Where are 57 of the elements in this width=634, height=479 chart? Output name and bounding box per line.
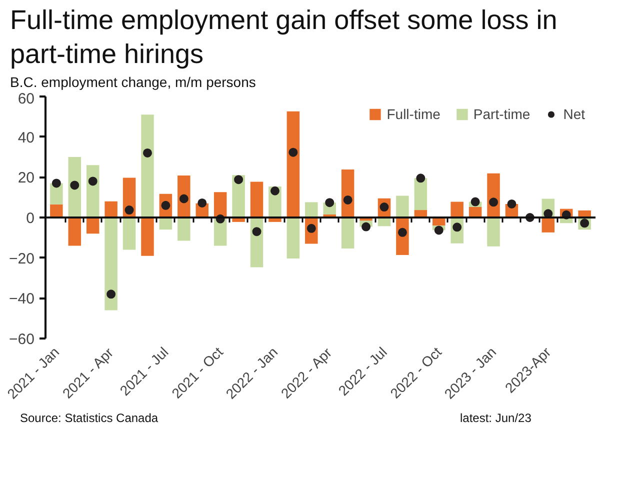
bar	[286, 217, 300, 258]
point	[70, 180, 80, 190]
point	[179, 194, 188, 203]
point	[362, 222, 371, 231]
y-tick-label: 40	[18, 128, 35, 146]
bar	[487, 217, 500, 246]
bar	[250, 181, 264, 217]
point	[343, 194, 352, 204]
point	[434, 225, 444, 234]
bar	[214, 192, 227, 217]
point	[270, 186, 280, 195]
point	[142, 148, 152, 157]
bar	[305, 202, 318, 217]
bar	[50, 204, 63, 217]
y-tick-label: −40	[9, 290, 35, 308]
bar	[542, 217, 555, 232]
bar	[286, 110, 300, 217]
bar	[86, 217, 100, 234]
point	[325, 198, 334, 207]
bar	[396, 195, 409, 217]
bar	[104, 200, 118, 217]
y-axis-title: B.C. employment change, m/m persons	[10, 72, 256, 92]
point	[252, 226, 262, 236]
source-note: Source: Statistics Canada	[20, 410, 158, 426]
bar	[141, 114, 154, 217]
legend-label: Part-time	[473, 106, 530, 122]
bar	[450, 201, 464, 217]
bar	[68, 217, 82, 246]
legend-label: Net	[563, 106, 585, 122]
bar	[86, 164, 100, 217]
point	[234, 174, 244, 184]
point	[88, 176, 98, 186]
legend-label: Full-time	[386, 106, 440, 122]
y-tick-label: 0	[26, 210, 34, 226]
bar	[68, 156, 82, 217]
point	[198, 198, 207, 207]
bar	[104, 217, 118, 310]
point	[507, 198, 516, 208]
bar	[341, 217, 354, 248]
point	[288, 147, 298, 156]
point	[124, 205, 134, 214]
bar	[178, 217, 190, 240]
bar	[122, 217, 136, 250]
point	[52, 178, 61, 188]
y-tick-label: −20	[9, 250, 35, 267]
point	[106, 289, 116, 298]
bar	[414, 178, 428, 210]
chart-title: Full-time employment gain offset some loss in part-time hirings	[10, 4, 558, 71]
point	[470, 196, 480, 206]
y-tick-label: 20	[18, 169, 35, 186]
text: latest: Jun/23	[460, 410, 532, 426]
y-tick-label: −60	[9, 330, 35, 348]
point	[416, 173, 426, 182]
y-tick-label: 60	[18, 90, 35, 107]
point	[398, 227, 407, 236]
point	[489, 197, 498, 206]
bar	[141, 217, 154, 256]
